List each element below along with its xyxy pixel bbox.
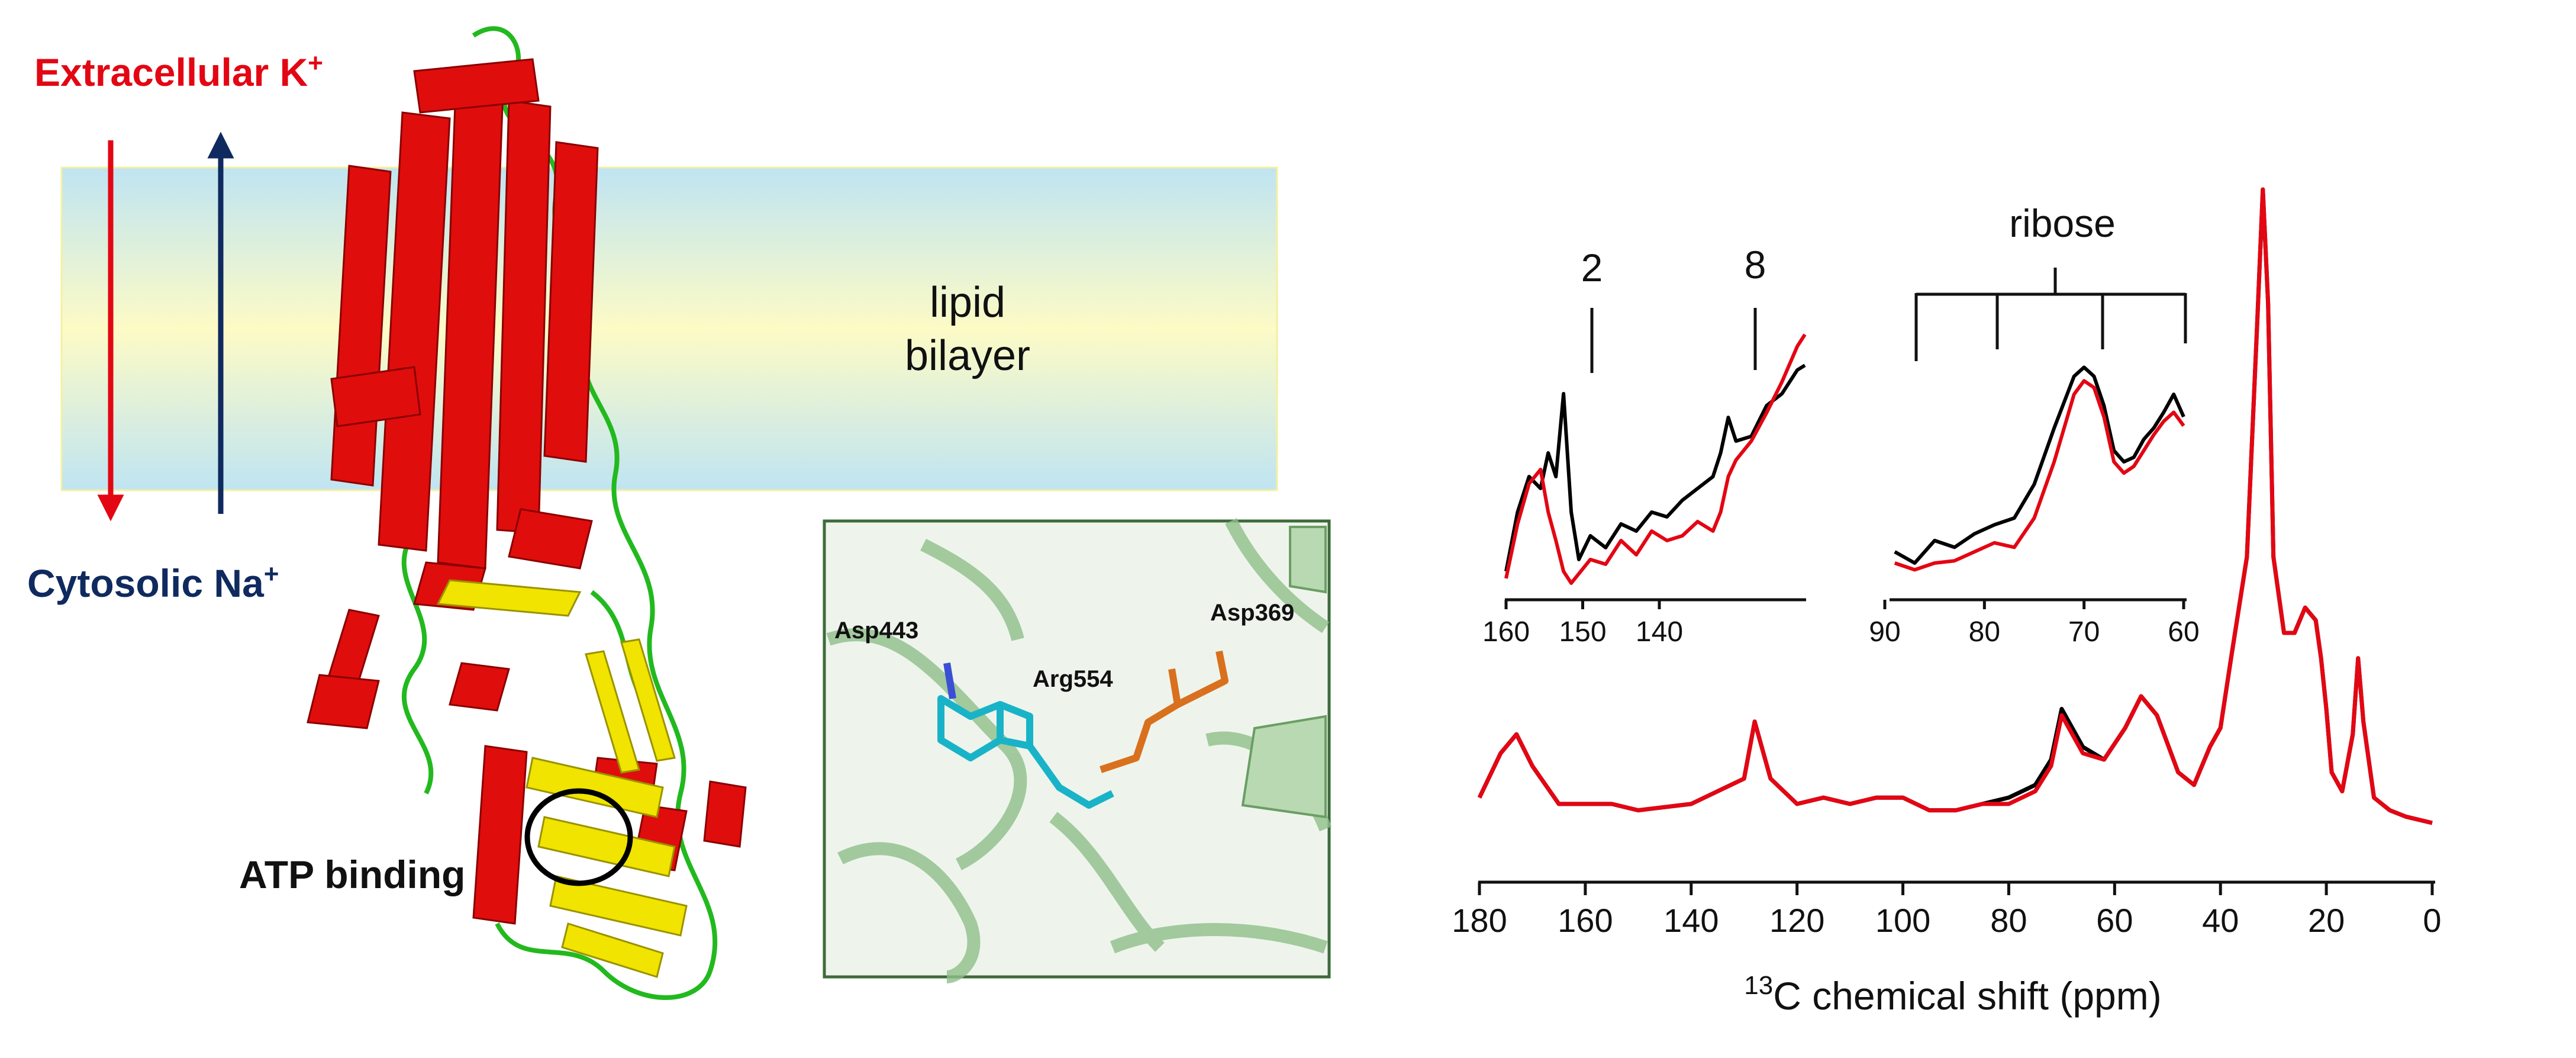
main-spectrum-lines [1477, 187, 2433, 825]
ribose-inset-spectrum: 90 80 70 60 ribose [1869, 201, 2199, 648]
residue-asp369: Asp369 [1210, 600, 1294, 626]
peak-label-2: 2 [1581, 246, 1603, 290]
protein-sheets [436, 579, 688, 978]
x-tick-label: 90 [1869, 616, 1900, 648]
bilayer-label-line1: lipid [930, 279, 1005, 326]
ribose-bracket [1914, 268, 2187, 361]
spectrum-series-red [1504, 333, 1807, 585]
main-x-ticks: 180 160 140 120 100 80 60 40 20 0 [1452, 882, 2442, 939]
main-x-axis-label: 13C chemical shift (ppm) [1744, 971, 2161, 1018]
ribose-x-ticks: 90 80 70 60 [1869, 600, 2200, 648]
aromatic-inset-spectrum: 160 150 140 2 8 [1482, 243, 1807, 648]
x-tick-label: 150 [1559, 616, 1606, 648]
x-tick-label: 140 [1663, 902, 1719, 939]
spectrum-series-red [1477, 187, 2433, 825]
residue-asp443: Asp443 [834, 618, 918, 644]
atp-molecule [937, 650, 1229, 809]
spectrum-series-red [1894, 379, 2185, 572]
ribose-spectrum-lines [1894, 365, 2185, 572]
residue-arg554: Arg554 [1033, 666, 1113, 692]
cytosolic-na-label: Cytosolic Na+ [27, 559, 279, 605]
peak-label-8: 8 [1745, 243, 1766, 287]
inset-helix [1241, 526, 1327, 819]
binding-pocket-inset: Asp443 Arg554 Asp369 [823, 518, 1332, 983]
x-tick-label: 180 [1452, 902, 1507, 939]
x-tick-label: 160 [1482, 616, 1530, 648]
x-tick-label: 140 [1636, 616, 1683, 648]
ribose-label: ribose [2009, 201, 2116, 245]
x-tick-label: 100 [1875, 902, 1930, 939]
protein-structure [307, 26, 747, 1000]
spectrum-series-black [1504, 364, 1806, 572]
lipid-bilayer [60, 166, 1278, 491]
x-tick-label: 160 [1558, 902, 1613, 939]
x-tick-label: 0 [2423, 902, 2441, 939]
extracellular-k-label: Extracellular K+ [34, 49, 323, 94]
membrane-panel: Extracellular K+ Cytosolic Na+ lipid bil… [27, 26, 1278, 1000]
x-tick-label: 20 [2308, 902, 2345, 939]
spectrum-series-black [1894, 365, 2185, 565]
bilayer-label-line2: bilayer [905, 332, 1030, 380]
x-tick-label: 70 [2068, 616, 2100, 648]
atp-binding-circle [524, 788, 633, 886]
main-spectrum: 180 160 140 120 100 80 60 40 20 0 13C chemical sh… [1452, 187, 2442, 1018]
aromatic-x-ticks: 160 150 140 [1482, 600, 1683, 648]
spectrum-series-black [1477, 187, 2433, 825]
x-tick-label: 40 [2202, 902, 2239, 939]
aromatic-spectrum-lines [1504, 333, 1807, 585]
x-tick-label: 120 [1769, 902, 1824, 939]
x-tick-label: 60 [2168, 616, 2199, 648]
x-tick-label: 60 [2096, 902, 2133, 939]
x-tick-label: 80 [1990, 902, 2027, 939]
atp-binding-label: ATP binding [239, 853, 466, 896]
x-tick-label: 80 [1969, 616, 2000, 648]
